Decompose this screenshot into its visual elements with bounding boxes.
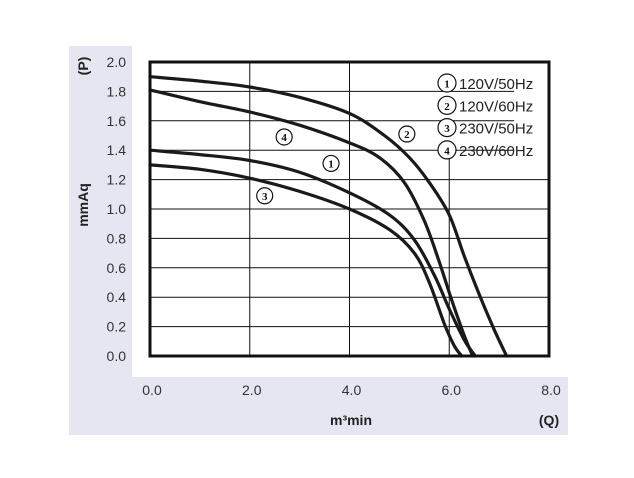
curve-1-marker-label: 1 <box>328 158 334 170</box>
curve-markers: 1 2 3 4 <box>256 125 416 205</box>
y-tick-label: 1.6 <box>107 113 127 129</box>
legend-4-label: 230V/60Hz <box>459 143 533 160</box>
y-tick-label: 0.2 <box>107 319 127 335</box>
legend-1-label: 120V/50Hz <box>459 76 533 93</box>
x-tick-label: 6.0 <box>442 382 462 398</box>
x-axis-unit: (Q) <box>539 412 559 428</box>
plot-frame <box>148 60 551 358</box>
legend-2-number: 2 <box>444 101 450 113</box>
x-tick-label: 0.0 <box>142 382 162 398</box>
y-tick-label: 1.8 <box>107 83 127 99</box>
curve-4-marker-circle <box>275 128 293 146</box>
chart-background-panel <box>69 46 568 435</box>
x-tick-label: 4.0 <box>342 382 362 398</box>
curve-2-marker-circle <box>398 125 416 143</box>
y-tick-label: 0.0 <box>107 348 127 364</box>
y-tick-label: 0.4 <box>107 289 127 305</box>
x-tick-labels: 0.0 2.0 4.0 6.0 8.0 <box>142 382 561 398</box>
legend-2-circle <box>437 95 457 115</box>
legend-4-number: 4 <box>444 145 450 157</box>
y-tick-label: 1.0 <box>107 201 127 217</box>
y-tick-label: 0.6 <box>107 260 127 276</box>
y-tick-labels: 0.0 0.2 0.4 0.6 0.8 1.0 1.2 1.4 1.6 1.8 2.0 <box>107 54 127 364</box>
curve-2-marker-label: 2 <box>404 129 410 141</box>
y-tick-label: 2.0 <box>107 54 127 70</box>
curve-3-marker-label: 3 <box>262 191 268 203</box>
legend-1-number: 1 <box>444 79 450 91</box>
y-axis-label: mmAq <box>75 183 91 227</box>
legend-3-number: 3 <box>444 123 450 135</box>
legend: 1 120V/50Hz 2 120V/60Hz 3 230V/50Hz 4 230V/60Hz <box>437 73 533 160</box>
curve-3-line <box>148 163 464 358</box>
legend-3-circle <box>437 117 457 138</box>
curve-4-line <box>148 88 475 358</box>
curves <box>148 75 509 358</box>
curve-4-marker-label: 4 <box>281 132 287 144</box>
curve-3-marker-circle <box>256 187 274 205</box>
y-axis-unit: (P) <box>75 57 91 76</box>
legend-2-label: 120V/60Hz <box>459 98 533 115</box>
y-tick-label: 1.4 <box>107 142 127 158</box>
legend-4-circle <box>437 140 457 160</box>
x-tick-label: 2.0 <box>242 382 262 398</box>
curve-1-line <box>148 148 477 358</box>
x-tick-label: 8.0 <box>541 382 561 398</box>
x-axis-label: m³min <box>330 412 372 428</box>
y-tick-label: 0.8 <box>107 230 127 246</box>
legend-3-label: 230V/50Hz <box>459 121 533 138</box>
curve-2-line <box>148 75 509 358</box>
legend-1-circle <box>437 73 457 93</box>
curve-1-marker-circle <box>322 154 340 173</box>
y-tick-label: 1.2 <box>107 172 127 188</box>
